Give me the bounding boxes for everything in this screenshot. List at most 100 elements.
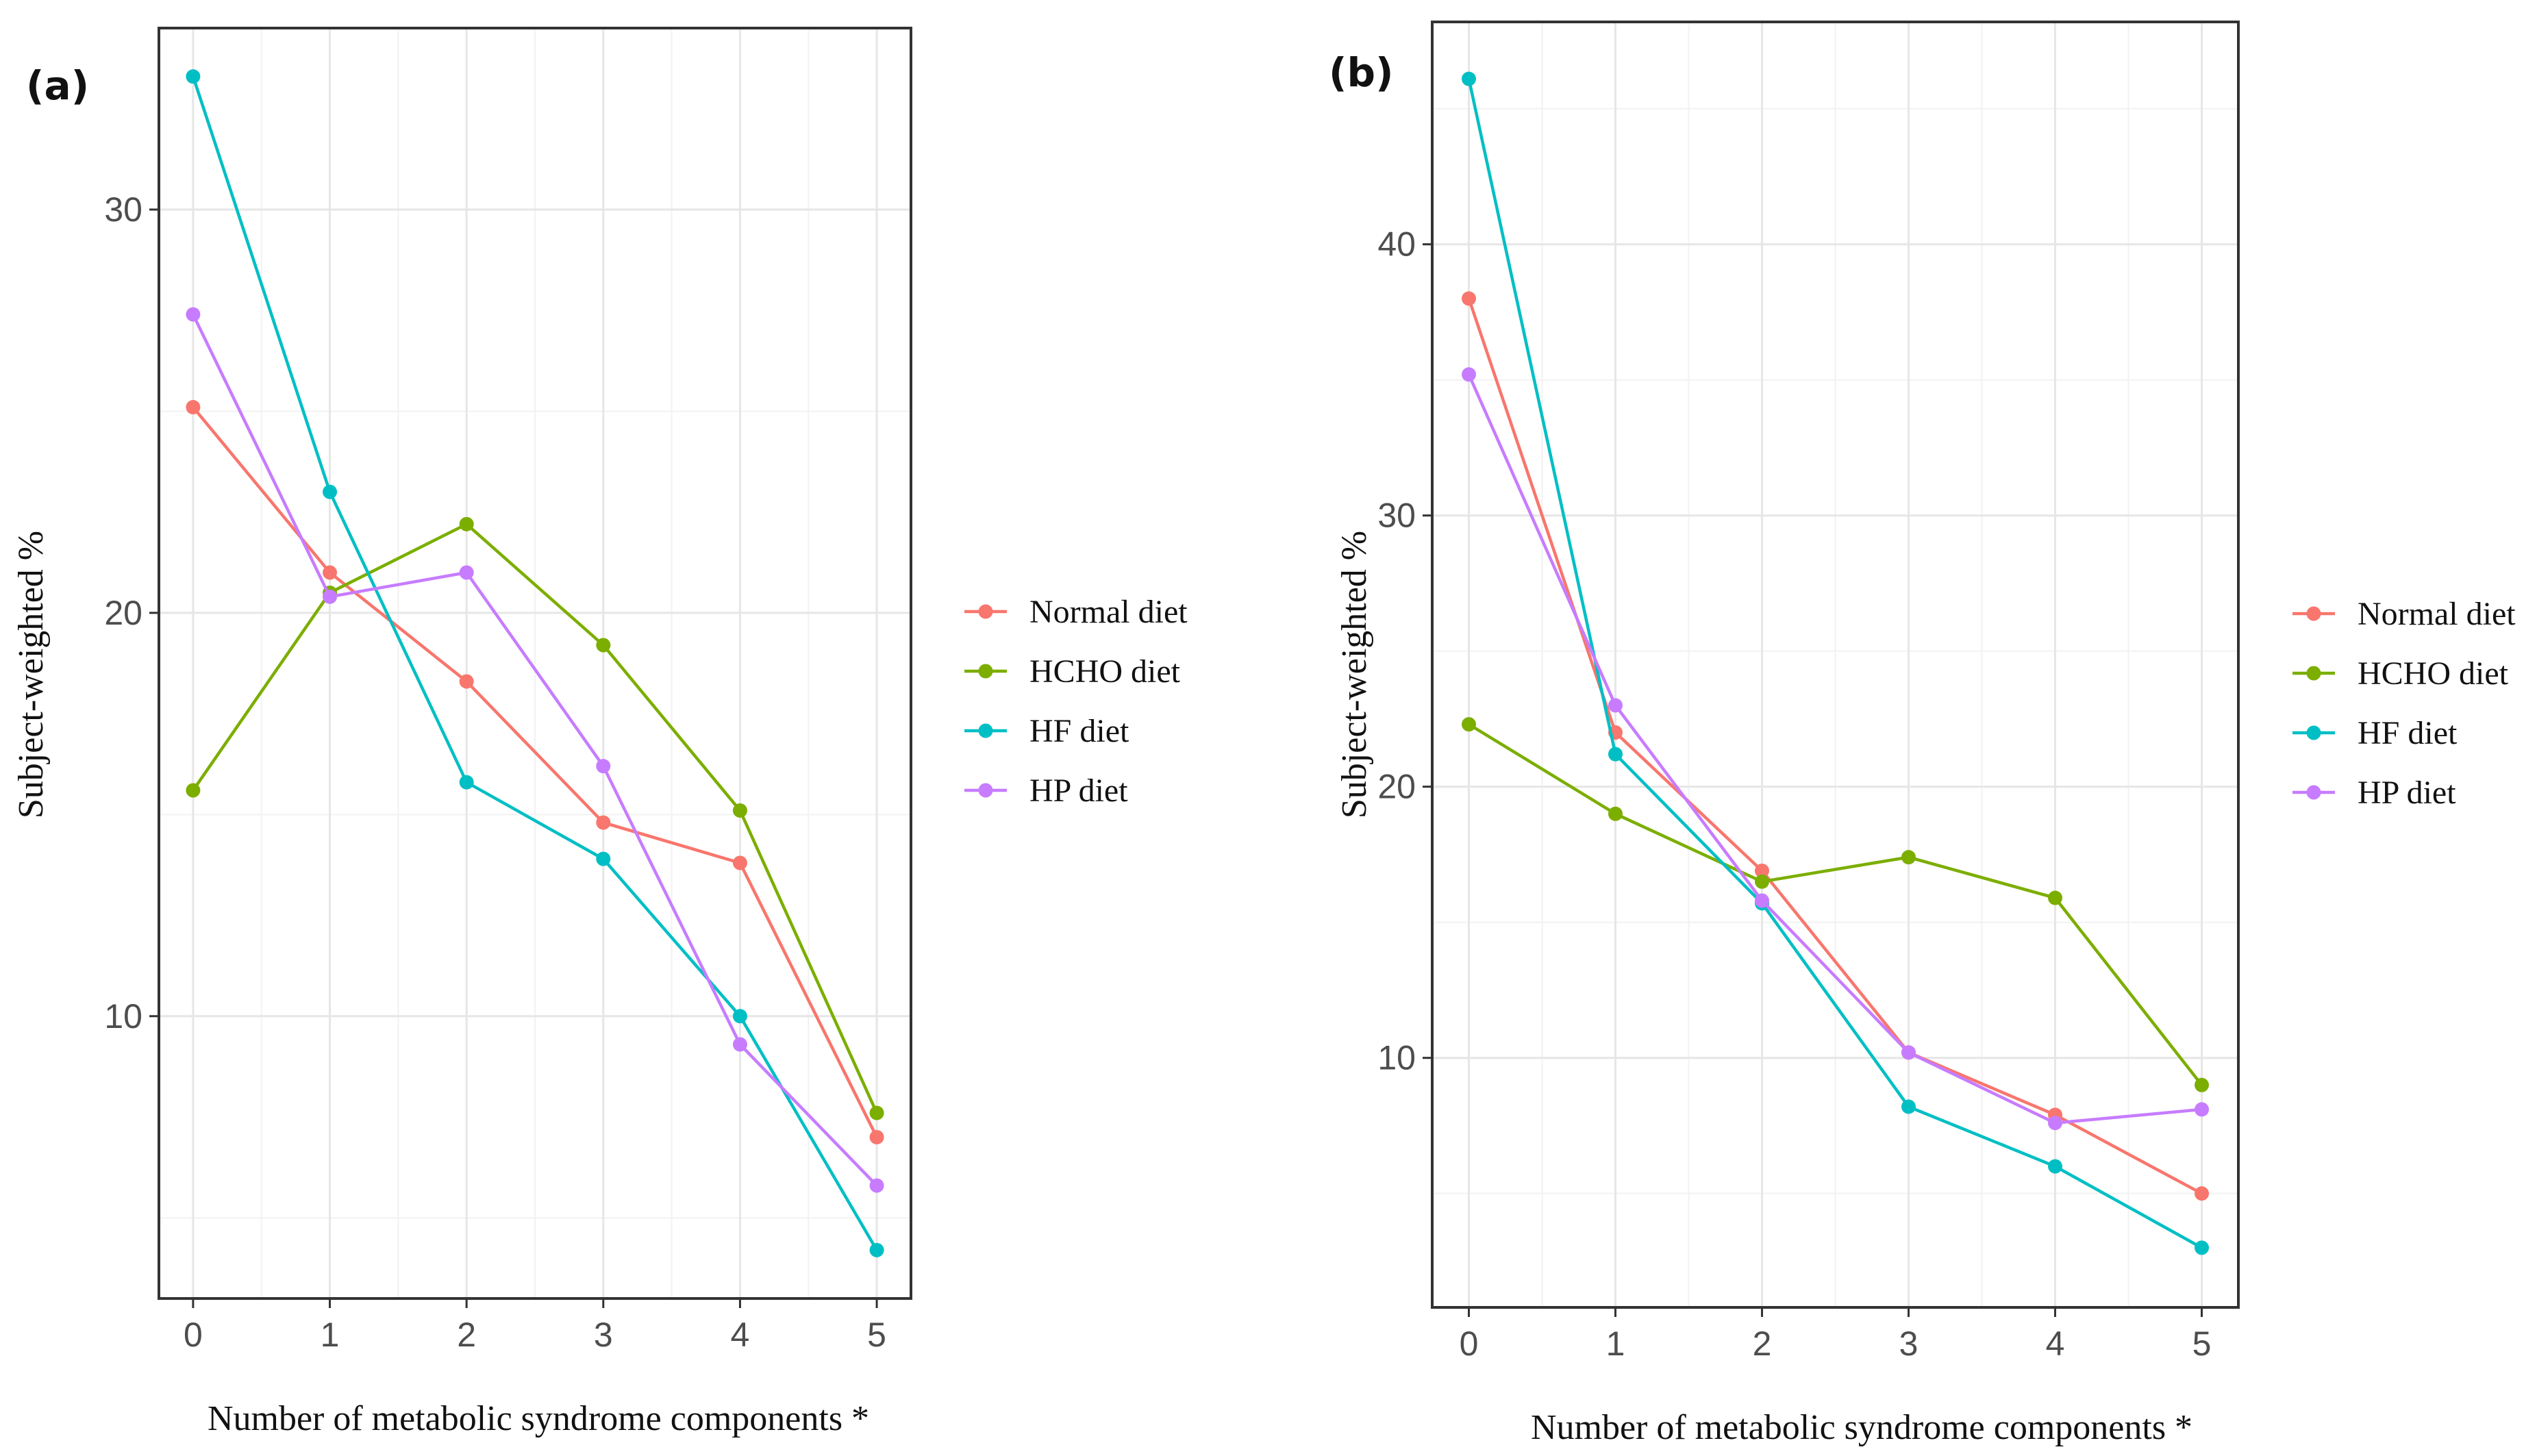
- panel-b-legend-item: HCHO diet: [2292, 655, 2509, 692]
- panel-b-point-hcho-diet: [1608, 806, 1623, 821]
- panel-a-point-hp-diet: [869, 1178, 884, 1193]
- panel-b-x-axis-title: Number of metabolic syndrome components …: [1531, 1408, 2192, 1447]
- panel-b-point-normal-diet: [1462, 291, 1476, 306]
- panel-b-point-hp-diet: [1608, 698, 1623, 713]
- panel-a-point-hp-diet: [459, 565, 474, 580]
- panel-b-point-hp-diet: [1462, 367, 1476, 382]
- panel-a-letter: (a): [26, 62, 89, 109]
- panel-b-point-hcho-diet: [1901, 850, 1916, 865]
- panel-b-legend-label: HF diet: [2358, 715, 2458, 751]
- panel-b-x-tick-label: 2: [1753, 1325, 1772, 1363]
- panel-a-point-hf-diet: [186, 69, 201, 84]
- panel-a-legend-key-dot: [978, 723, 993, 738]
- panel-a-point-hp-diet: [323, 589, 338, 604]
- panel-a-point-normal-diet: [732, 855, 747, 870]
- panel-b-y-tick-label: 20: [1377, 768, 1416, 806]
- panel-b-x-tick-label: 0: [1460, 1325, 1479, 1363]
- panel-b-legend-label: HCHO diet: [2358, 655, 2509, 692]
- panel-b-series-line-hp-diet: [1467, 373, 2202, 1125]
- panel-a-ticks: 0 1 2 3 4 5 10 20 30: [104, 190, 886, 1354]
- panel-b-point-hf-diet: [1462, 71, 1476, 86]
- panel-a-legend-item: HF diet: [964, 713, 1129, 749]
- panel-b-point-hp-diet: [1901, 1045, 1916, 1060]
- panel-a-y-tick-label: 10: [104, 997, 142, 1035]
- panel-a-legend-item: Normal diet: [964, 594, 1188, 630]
- panel-a-y-axis-title: Subject-weighted %: [12, 531, 51, 818]
- panel-a-x-axis-title: Number of metabolic syndrome components …: [208, 1399, 869, 1438]
- panel-a-x-tick-label: 5: [867, 1316, 886, 1354]
- panel-a-point-normal-diet: [869, 1129, 884, 1144]
- panel-b-legend-label: HP diet: [2358, 775, 2456, 811]
- panel-b-legend: Normal diet HCHO diet HF diet HP diet: [2292, 596, 2516, 811]
- panel-a-point-hf-diet: [323, 484, 338, 499]
- panel-b-series-line-normal-diet: [1467, 298, 2203, 1195]
- panel-a-series: [186, 69, 884, 1257]
- panel-a-point-normal-diet: [186, 400, 201, 415]
- panel-b-x-tick-label: 5: [2192, 1325, 2212, 1363]
- panel-a-x-tick-label: 4: [731, 1316, 750, 1354]
- panel-a-legend-item: HP diet: [964, 773, 1128, 809]
- panel-a-point-hf-diet: [596, 851, 611, 866]
- panel-a-legend-key-dot: [978, 783, 993, 798]
- panel-b-plot-border: [1431, 21, 2240, 1309]
- panel-b-legend-key-dot: [2306, 666, 2321, 681]
- panel-b-point-hf-diet: [2048, 1159, 2062, 1174]
- panel-b-legend-item: HP diet: [2292, 775, 2456, 811]
- panel-a-legend-label: Normal diet: [1029, 594, 1188, 630]
- panel-b-y-axis-title: Subject-weighted %: [1335, 531, 1374, 818]
- panel-a-legend-key-dot: [978, 604, 993, 619]
- panel-a-point-hp-diet: [732, 1037, 747, 1052]
- panel-a-legend-label: HF diet: [1029, 713, 1129, 749]
- panel-b-point-hp-diet: [2195, 1102, 2209, 1117]
- panel-b-point-hf-diet: [1608, 746, 1623, 762]
- panel-a-point-hcho-diet: [186, 783, 201, 798]
- panel-b-legend-key-dot: [2306, 606, 2321, 621]
- panel-a-series-line-hcho-diet: [192, 523, 879, 1114]
- panel-a-point-hf-diet: [732, 1009, 747, 1024]
- panel-a-point-hcho-diet: [869, 1105, 884, 1120]
- panel-a-point-hf-diet: [459, 775, 474, 790]
- panel-a: (a) 0 1 2 3 4 5 10 20 30 Number of metabolic syn…: [12, 27, 1188, 1438]
- panel-b-legend-item: HF diet: [2292, 715, 2458, 751]
- panel-a-point-normal-diet: [459, 674, 474, 689]
- panel-a-series-line-hf-diet: [191, 75, 879, 1251]
- panel-b-point-hcho-diet: [1462, 717, 1476, 732]
- panel-b-legend-key-dot: [2306, 725, 2321, 740]
- panel-a-point-hcho-diet: [732, 803, 747, 818]
- panel-b-legend-key-dot: [2306, 785, 2321, 800]
- panel-a-plot-border: [158, 27, 912, 1300]
- panel-a-point-hf-diet: [869, 1242, 884, 1257]
- panel-b-y-tick-label: 40: [1377, 225, 1416, 264]
- panel-a-grid: [159, 28, 911, 1298]
- panel-a-x-tick-label: 3: [594, 1316, 613, 1354]
- panel-b-point-hcho-diet: [2048, 890, 2062, 905]
- panel-a-y-tick-label: 20: [104, 594, 142, 632]
- panel-b-x-tick-label: 1: [1606, 1325, 1625, 1363]
- panel-a-series-line-hp-diet: [191, 314, 878, 1187]
- panel-b-x-tick-label: 3: [1899, 1325, 1919, 1363]
- panel-a-legend: Normal diet HCHO diet HF diet HP diet: [964, 594, 1188, 809]
- panel-b-y-tick-label: 10: [1377, 1039, 1416, 1077]
- panel-a-x-tick-label: 2: [457, 1316, 476, 1354]
- panel-b-ticks: 0 1 2 3 4 5 10 20 30 40: [1377, 225, 2211, 1363]
- panel-b-y-tick-label: 30: [1377, 497, 1416, 535]
- panel-b-series: [1462, 71, 2209, 1255]
- panel-b-point-hf-diet: [1901, 1099, 1916, 1114]
- panel-b-legend-item: Normal diet: [2292, 596, 2516, 632]
- panel-a-point-hcho-diet: [596, 638, 611, 653]
- panel-a-point-normal-diet: [323, 565, 338, 580]
- panel-b-grid: [1432, 22, 2238, 1307]
- panel-b: (b) 0 1 2 3 4 5 10 20 30 40 Number of metabolic s…: [1329, 21, 2516, 1447]
- panel-b-point-normal-diet: [1755, 863, 1769, 878]
- panel-a-y-tick-label: 30: [104, 190, 142, 229]
- panel-a-legend-label: HP diet: [1029, 773, 1128, 809]
- panel-a-point-hp-diet: [596, 759, 611, 774]
- panel-b-point-hf-diet: [2195, 1240, 2209, 1255]
- panel-b-point-hcho-diet: [2195, 1077, 2209, 1092]
- panel-a-legend-label: HCHO diet: [1029, 653, 1181, 690]
- panel-a-legend-key-dot: [978, 664, 993, 679]
- panel-b-point-normal-diet: [2195, 1186, 2209, 1201]
- panel-b-x-tick-label: 4: [2046, 1325, 2065, 1363]
- panel-a-point-hcho-diet: [459, 516, 474, 531]
- panel-b-point-hp-diet: [1755, 893, 1769, 908]
